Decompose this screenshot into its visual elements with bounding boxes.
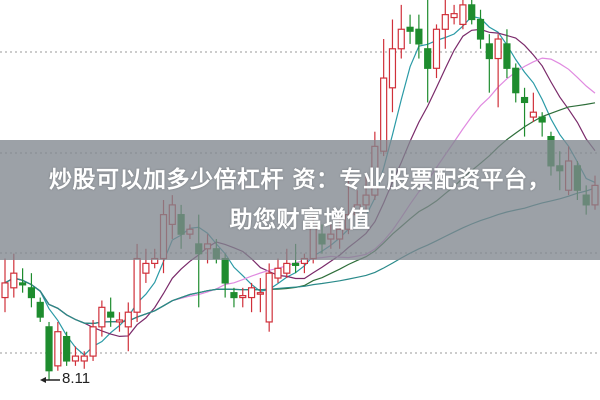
- candle-body: [441, 14, 449, 30]
- candle-body: [520, 96, 529, 104]
- candle-body: [63, 335, 71, 362]
- headline-line-1: 炒股可以加多少倍杠杆 资：专业股票配资平台，: [48, 167, 551, 193]
- candle-body: [388, 48, 397, 89]
- candle-body: [274, 267, 282, 279]
- candle-body: [1, 282, 9, 299]
- candle-body: [230, 292, 238, 299]
- moving-average-line: [4, 28, 596, 338]
- candle-body: [512, 67, 520, 94]
- candle-body: [459, 4, 467, 25]
- candle-body: [89, 326, 97, 357]
- headline-line-2: 助您财富增值: [229, 207, 371, 233]
- candle-body: [476, 18, 485, 40]
- candle-body: [71, 355, 80, 362]
- candle-body: [256, 292, 264, 295]
- candle-body: [291, 262, 300, 266]
- candle-body: [124, 311, 132, 328]
- candle-body: [529, 111, 537, 118]
- candle-body: [133, 257, 141, 313]
- moving-average-line: [4, 15, 596, 356]
- candle-body: [36, 301, 44, 318]
- candle-body: [239, 295, 247, 299]
- candle-body: [415, 28, 423, 45]
- candle-body: [45, 326, 53, 372]
- candle-body: [265, 272, 273, 323]
- candle-body: [538, 116, 546, 123]
- candle-body: [468, 4, 476, 21]
- candle-body: [54, 331, 62, 367]
- candle-body: [115, 319, 124, 323]
- candle-body: [424, 48, 432, 69]
- candle-body: [19, 282, 27, 286]
- candle-body: [247, 287, 256, 299]
- candle-body: [432, 28, 441, 69]
- candle-body: [450, 13, 458, 19]
- candle-body: [221, 257, 229, 284]
- candle-body: [142, 262, 150, 274]
- candle-body: [397, 28, 405, 50]
- candle-body: [107, 311, 115, 318]
- candle-body: [485, 43, 493, 60]
- low-price-label: 8.11: [62, 370, 91, 387]
- candle-body: [494, 38, 502, 60]
- candle-body: [406, 26, 414, 32]
- headline-banner: 炒股可以加多少倍杠杆 资：专业股票配资平台， 助您财富增值: [0, 140, 600, 260]
- candle-body: [98, 306, 106, 328]
- candle-body: [283, 262, 291, 274]
- candle-body: [503, 43, 511, 69]
- candle-body: [80, 355, 88, 362]
- candle-body: [27, 287, 36, 299]
- candle-body: [10, 272, 18, 289]
